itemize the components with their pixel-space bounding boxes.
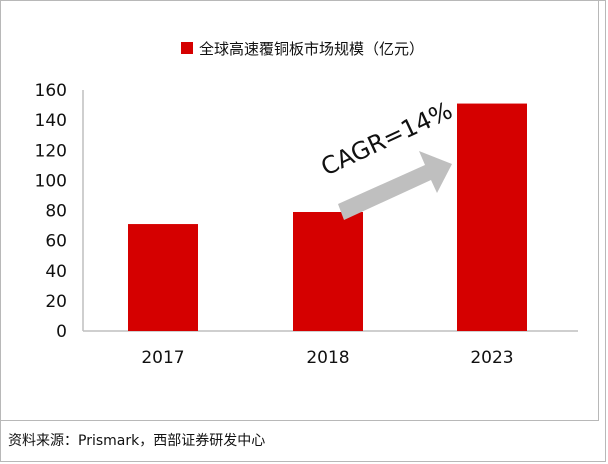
y-tick-label: 120 <box>35 141 67 161</box>
x-tick-label: 2018 <box>306 348 349 368</box>
bar-2023 <box>457 103 527 332</box>
cagr-arrow-shape <box>338 151 452 220</box>
x-tick-labels: 2017 2018 2023 <box>141 348 513 368</box>
y-tick-label: 80 <box>45 202 67 222</box>
y-tick-label: 20 <box>45 292 67 312</box>
bar-chart: 全球高速覆铜板市场规模（亿元） 0 20 40 60 80 100 120 140 160 20… <box>35 40 578 368</box>
y-tick-label: 0 <box>56 322 67 342</box>
y-tick-label: 40 <box>45 262 67 282</box>
y-tick-label: 140 <box>35 111 67 131</box>
x-tick-label: 2023 <box>470 348 513 368</box>
x-tick-label: 2017 <box>141 348 184 368</box>
source-note: 资料来源：Prismark，西部证券研发中心 <box>8 433 266 449</box>
cagr-arrow <box>338 151 452 220</box>
bar-2017 <box>128 224 198 331</box>
bar-2018 <box>293 212 363 331</box>
legend-swatch <box>181 42 193 54</box>
y-tick-label: 160 <box>35 81 67 101</box>
bars <box>128 103 527 332</box>
legend-label: 全球高速覆铜板市场规模（亿元） <box>199 40 424 58</box>
y-tick-label: 60 <box>45 232 67 252</box>
y-tick-labels: 0 20 40 60 80 100 120 140 160 <box>35 81 67 342</box>
y-tick-label: 100 <box>35 171 67 191</box>
